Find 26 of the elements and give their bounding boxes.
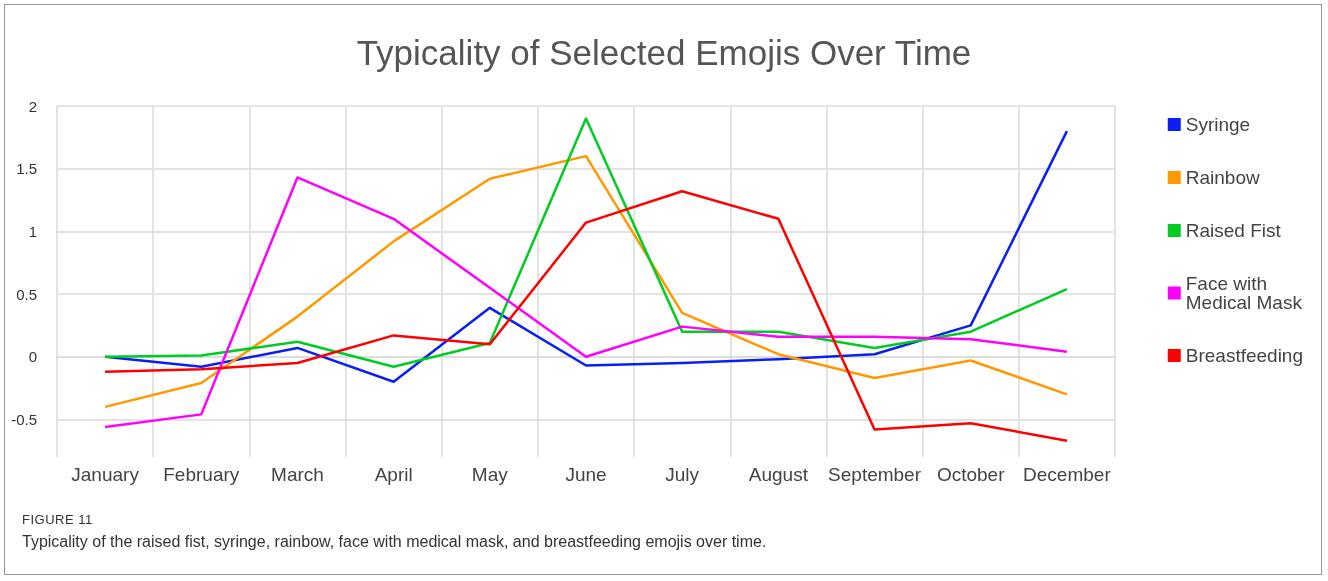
x-tick-label: February — [163, 464, 240, 485]
legend-label: Rainbow — [1185, 167, 1260, 188]
caption: FIGURE 11 — [22, 512, 94, 527]
x-tick-label: June — [565, 464, 607, 485]
line-series — [103, 154, 1069, 409]
x-tick-label: December — [1023, 464, 1112, 485]
y-tick-label: 2 — [28, 97, 37, 115]
x-tick-label: October — [936, 464, 1006, 485]
y-tick-label: 0.5 — [16, 285, 37, 303]
x-tick-label: May — [471, 464, 509, 485]
y-tick-label: 1.5 — [16, 160, 37, 178]
legend-label: Raised Fist — [1185, 220, 1282, 241]
x-tick-label: April — [374, 464, 413, 485]
y-tick-label: 0 — [28, 348, 37, 366]
x-tick-label: August — [748, 464, 809, 485]
y-tick-label: -0.5 — [11, 410, 37, 428]
legend-label: Syringe — [1185, 114, 1251, 135]
legend-label: Breastfeeding — [1185, 345, 1303, 366]
text: Typicality of the raised fist, syringe, rainbow, face with medical mask, and breastfeeding emojis over time. — [22, 533, 767, 551]
x-tick-label: September — [828, 464, 922, 485]
x-tick-label: March — [271, 464, 324, 485]
x-tick-label: July — [665, 464, 700, 485]
chart-title: Typicality of Selected Emojis Over Time — [356, 33, 972, 72]
x-tick-label: January — [71, 464, 140, 485]
legend-label: Face with Medical Mask — [1185, 273, 1303, 313]
y-tick-label: 1 — [28, 222, 37, 240]
